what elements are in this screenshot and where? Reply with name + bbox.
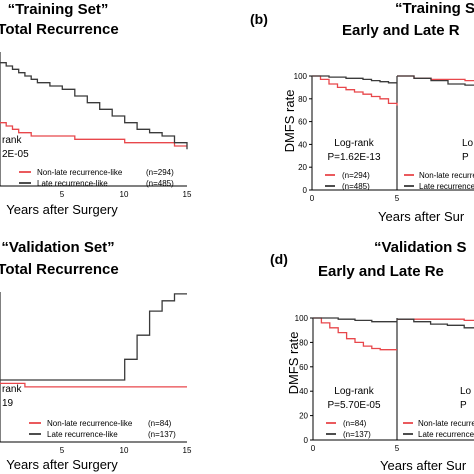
panel-d-annotation-right: Lo: [460, 386, 472, 397]
y-tick-label: 40: [298, 140, 307, 149]
panel-b-xtick: 5: [395, 194, 400, 203]
panel-a: “Training Set” Total Recurrence 5 10 15 …: [0, 1, 192, 217]
y-tick-label: 40: [299, 387, 308, 396]
panel-c-curve-non-late: [0, 382, 187, 388]
panel-d-curve-late-late: [397, 318, 474, 329]
panel-b-annotation-right: Lo: [462, 138, 474, 149]
panel-c-xlabel: Years after Surgery: [6, 457, 118, 472]
panel-b-curve-non-late-late: [397, 75, 474, 82]
y-tick-label: 0: [303, 186, 308, 195]
panel-b-xlabel: Years after Sur: [378, 209, 465, 224]
panel-d-label: (d): [270, 251, 288, 267]
panel-c-xtick: 15: [183, 446, 192, 455]
panel-b-annotation: Log-rank: [334, 138, 374, 149]
panel-d-legend2-label: Non-late recurren: [418, 419, 474, 428]
panel-d-annotation: P=5.70E-05: [327, 400, 381, 411]
panel-d-curve-late-early: [313, 317, 397, 323]
panel-a-xlabel: Years after Surgery: [6, 202, 118, 217]
panel-c-annotation: rank: [2, 384, 22, 395]
panel-c-legend-count: (n=84): [148, 419, 172, 428]
panel-d-legend2-label: Late recurrence: [418, 430, 474, 439]
panel-a-curve-late: [0, 62, 188, 150]
panel-d-xtick: 0: [311, 444, 316, 453]
panel-d-annotation-right: P: [460, 400, 467, 411]
panel-c-legend-label: Late recurrence-like: [47, 430, 118, 439]
panel-a-legend-count: (n=294): [146, 168, 174, 177]
panel-a-annotation: rank: [2, 135, 22, 146]
y-tick-label: 100: [295, 314, 309, 323]
y-tick-label: 20: [298, 163, 307, 172]
panel-b-plot: [311, 75, 474, 190]
panel-c-legend-count: (n=137): [148, 430, 176, 439]
panel-d-annotation: Log-rank: [334, 386, 374, 397]
panel-a-annotation: 2E-05: [2, 149, 29, 160]
panel-a-legend-label: Late recurrence-like: [37, 179, 108, 188]
panel-d-title: “Validation S: [374, 239, 467, 256]
panel-d-legend-count: (n=84): [343, 419, 367, 428]
panel-a-xtick: 10: [120, 190, 129, 199]
panel-a-xtick: 5: [60, 190, 65, 199]
panel-b-curve-non-late-early: [312, 75, 398, 106]
panel-d-legend-count: (n=137): [343, 430, 371, 439]
panel-c-axes: [0, 292, 187, 443]
panel-c-legend-label: Non-late recurrence-like: [47, 419, 133, 428]
panel-c-xtick: 5: [60, 446, 65, 455]
y-tick-label: 80: [299, 338, 308, 347]
panel-c-plot: [0, 293, 187, 388]
y-tick-label: 60: [298, 118, 307, 127]
panel-c-annotation: 19: [2, 398, 14, 409]
panel-c-subtitle: Total Recurrence: [0, 261, 119, 278]
panel-a-curve-non-late: [0, 122, 187, 147]
panel-b-legend2-label: Non-late recurrence-like: [419, 171, 474, 180]
panel-a-subtitle: Total Recurrence: [0, 21, 119, 38]
panel-b-legend-count: (n=485): [342, 182, 370, 191]
panel-b-curve-late-early: [312, 75, 398, 84]
panel-b-subtitle: Early and Late R: [342, 22, 460, 39]
panel-d-ylabel: DMFS rate: [286, 332, 301, 395]
y-tick-label: 60: [299, 363, 308, 372]
panel-d-xtick: 5: [395, 444, 400, 453]
panel-d-plot: [312, 317, 474, 440]
panel-b-legend2-label: Late recurrence: [419, 182, 474, 191]
panel-b: (b) “Training Se Early and Late R DMFS r…: [250, 0, 474, 224]
panel-b-curve-late-late: [397, 75, 474, 86]
panel-a-legend-count: (n=485): [146, 179, 174, 188]
panel-b-annotation-right: P: [462, 152, 469, 163]
panel-d: (d) “Validation S Early and Late Re DMFS…: [270, 239, 474, 473]
panel-c: “Validation Set” Total Recurrence 5 10 1…: [0, 239, 192, 472]
panel-d-xlabel: Years after Sur: [380, 458, 467, 473]
panel-a-plot: [0, 62, 188, 150]
y-tick-label: 20: [299, 412, 308, 421]
panel-b-ylabel: DMFS rate: [282, 90, 297, 153]
panel-b-xtick: 0: [310, 194, 315, 203]
panel-a-xtick: 15: [183, 190, 192, 199]
y-tick-label: 80: [298, 95, 307, 104]
y-tick-label: 0: [304, 436, 309, 445]
panel-b-annotation: P=1.62E-13: [327, 152, 381, 163]
panel-a-axes: [0, 52, 187, 187]
y-tick-label: 100: [294, 72, 308, 81]
panel-a-legend-label: Non-late recurrence-like: [37, 168, 123, 177]
panel-c-title: “Validation Set”: [1, 239, 114, 256]
panel-c-xtick: 10: [120, 446, 129, 455]
panel-b-legend-count: (n=294): [342, 171, 370, 180]
panel-d-subtitle: Early and Late Re: [318, 263, 444, 280]
panel-a-title: “Training Set”: [8, 1, 109, 18]
panel-d-curve-non-late-early: [313, 317, 397, 351]
panel-c-curve-late: [0, 293, 187, 381]
panel-b-label: (b): [250, 11, 268, 27]
panel-b-title: “Training Se: [395, 0, 474, 17]
